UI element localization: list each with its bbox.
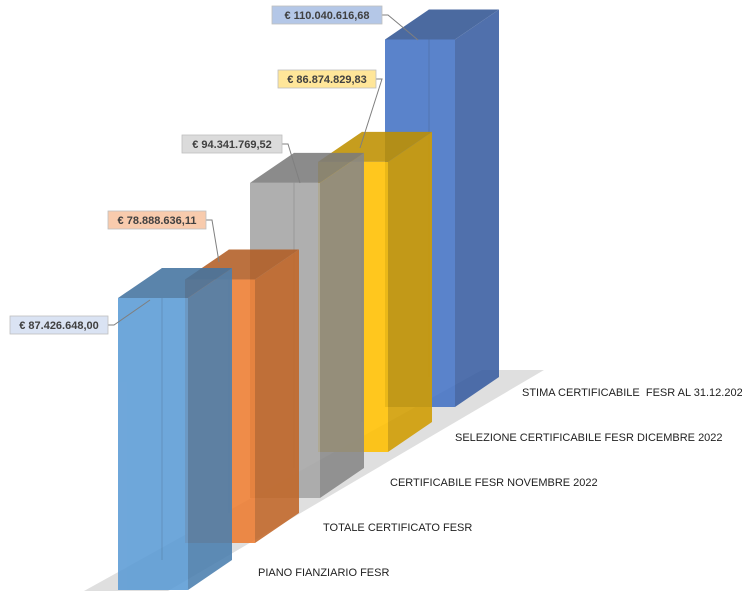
data-label-text: € 110.040.616,68 bbox=[284, 10, 369, 22]
data-label-text: € 78.888.636,11 bbox=[118, 215, 197, 227]
bar-1 bbox=[118, 268, 232, 590]
category-labels: PIANO FIANZIARIO FESR TOTALE CERTIFICATO … bbox=[258, 387, 742, 579]
bar-side bbox=[388, 131, 432, 452]
data-label: € 87.426.648,00 bbox=[9, 315, 109, 335]
category-label: SELEZIONE CERTIFICABILE FESR DICEMBRE 20… bbox=[455, 432, 723, 444]
data-label: € 78.888.636,11 bbox=[107, 210, 207, 230]
bar-top bbox=[118, 268, 232, 298]
bar-side bbox=[320, 152, 364, 499]
data-label: € 110.040.616,68 bbox=[271, 5, 383, 25]
bars bbox=[118, 9, 499, 590]
bar-top bbox=[250, 152, 364, 183]
data-labels: € 87.426.648,00 € 78.888.636,11 € 94.341.7… bbox=[9, 5, 383, 335]
data-label-text: € 87.426.648,00 bbox=[19, 320, 99, 332]
category-label: TOTALE CERTIFICATO FESR bbox=[323, 522, 472, 534]
leader-line bbox=[108, 299, 151, 326]
bar-side bbox=[255, 249, 299, 543]
bar-top bbox=[385, 9, 499, 40]
data-label: € 86.874.829,83 bbox=[277, 69, 377, 89]
bar-front bbox=[118, 298, 188, 590]
bar-side bbox=[188, 268, 232, 590]
data-label-text: € 94.341.769,52 bbox=[192, 139, 272, 151]
leader-line bbox=[359, 78, 383, 149]
category-label: STIMA CERTIFICABILE FESR AL 31.12.2023 bbox=[522, 387, 742, 399]
category-label: CERTIFICABILE FESR NOVEMBRE 2022 bbox=[390, 477, 598, 489]
data-label: € 94.341.769,52 bbox=[181, 134, 283, 154]
bar-side bbox=[455, 9, 499, 407]
leader-lines bbox=[108, 14, 419, 326]
data-label-text: € 86.874.829,83 bbox=[287, 74, 367, 86]
leader-line bbox=[206, 219, 220, 263]
category-label: PIANO FIANZIARIO FESR bbox=[258, 567, 389, 579]
leader-line bbox=[382, 14, 419, 41]
leader-line bbox=[282, 143, 301, 184]
